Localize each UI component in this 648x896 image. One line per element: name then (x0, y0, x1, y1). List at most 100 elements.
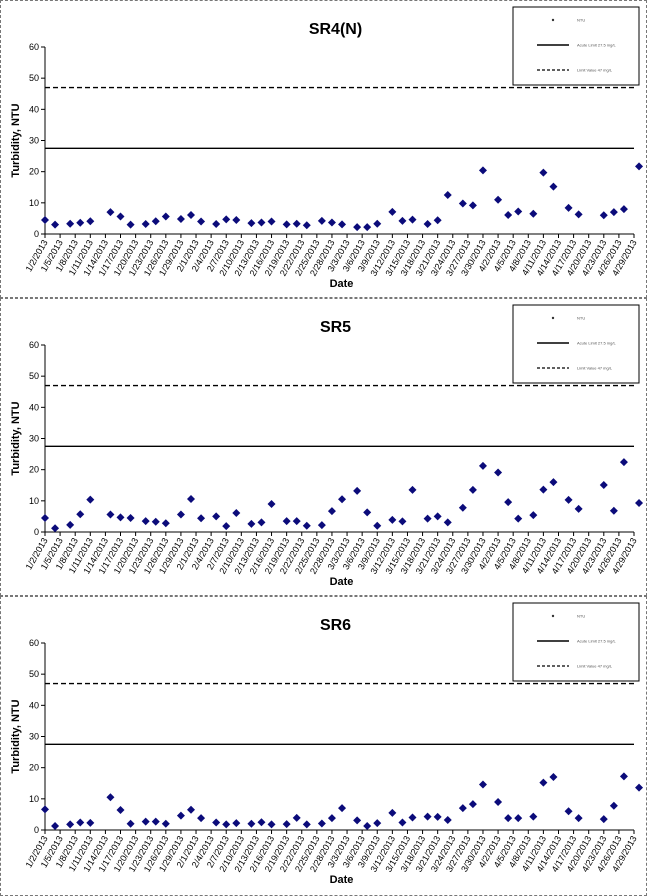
data-point (549, 773, 558, 782)
data-point (504, 814, 513, 823)
data-point (458, 503, 467, 512)
data-point (408, 813, 417, 822)
data-point (186, 494, 195, 503)
data-point (232, 508, 241, 517)
chart-panel-sr6: SR6 0 10 20 30 40 50 60 Turbidity, NTU 1/2/2013 1/… (0, 596, 647, 896)
data-point (443, 518, 452, 527)
data-point (423, 220, 432, 229)
data-point (257, 518, 266, 527)
data-point (494, 468, 503, 477)
y-tick-label: 30 (29, 732, 39, 742)
data-point (609, 801, 618, 810)
legend-label: NTU (577, 18, 585, 23)
data-point (161, 819, 170, 828)
data-point (635, 162, 644, 171)
data-point (51, 821, 60, 830)
data-point (373, 219, 382, 228)
data-point (317, 521, 326, 530)
data-point (494, 195, 503, 204)
data-point (212, 818, 221, 827)
data-point (41, 513, 49, 522)
data-point (398, 818, 407, 827)
data-point (529, 209, 538, 218)
legend-box (512, 602, 640, 682)
data-point (549, 478, 558, 487)
data-point (222, 522, 231, 531)
data-point (106, 510, 115, 519)
data-point (353, 223, 362, 232)
data-point (126, 513, 135, 522)
data-point (247, 219, 256, 228)
y-tick-label: 20 (29, 167, 39, 177)
legend-label: Acute Limit 27.5 mg/L (577, 43, 616, 48)
data-point (478, 166, 487, 175)
y-tick-label: 10 (29, 794, 39, 804)
data-point (41, 805, 49, 814)
data-point (86, 217, 95, 226)
data-point (539, 485, 548, 494)
data-point (186, 210, 195, 219)
data-point (282, 517, 291, 526)
data-point (161, 519, 170, 528)
data-point (317, 819, 326, 828)
data-point (619, 772, 628, 781)
legend: NTU Acute Limit 27.5 mg/L Limit Value 47 m… (512, 6, 640, 86)
data-point (363, 508, 372, 517)
data-point (338, 220, 347, 229)
y-tick-label: 10 (29, 496, 39, 506)
data-point (388, 207, 397, 216)
data-point (212, 220, 221, 229)
data-point (564, 495, 573, 504)
y-axis-label: Turbidity, NTU (10, 103, 22, 177)
data-point (363, 821, 372, 830)
data-point (478, 461, 487, 470)
data-point (504, 498, 513, 507)
data-point (176, 215, 185, 224)
data-point (398, 216, 407, 225)
data-point (529, 511, 538, 520)
y-tick-label: 50 (29, 371, 39, 381)
data-point (599, 480, 608, 489)
y-tick-label: 30 (29, 136, 39, 146)
legend-label: Limit Value 47 mg/L (577, 664, 613, 669)
y-axis-label: Turbidity, NTU (10, 401, 22, 475)
data-point (66, 820, 75, 829)
data-point (433, 812, 442, 821)
data-point (458, 199, 467, 208)
legend-marker (551, 18, 555, 22)
data-point (267, 499, 276, 508)
data-point (197, 514, 206, 523)
y-tick-label: 60 (29, 42, 39, 52)
data-point (302, 820, 311, 829)
legend: NTU Acute Limit 27.5 mg/L Limit Value 47 m… (512, 602, 640, 682)
data-point (443, 191, 452, 200)
chart-title: SR5 (320, 319, 351, 336)
y-tick-label: 0 (34, 825, 39, 835)
data-point (86, 818, 95, 827)
data-point (353, 486, 362, 495)
legend-label: Acute Limit 27.5 mg/L (577, 341, 616, 346)
data-point (176, 811, 185, 820)
y-axis-label: Turbidity, NTU (10, 699, 22, 773)
data-point (232, 215, 241, 224)
legend-label: NTU (577, 316, 585, 321)
data-point (257, 818, 266, 827)
data-point (635, 499, 644, 508)
data-point (292, 517, 301, 526)
data-point (619, 458, 628, 467)
data-point (116, 806, 125, 815)
data-point (76, 218, 85, 227)
data-point (197, 217, 206, 226)
data-point (161, 212, 170, 221)
legend-box (512, 6, 640, 86)
y-tick-label: 50 (29, 73, 39, 83)
data-point (408, 485, 417, 494)
data-point (151, 817, 160, 826)
data-point (106, 208, 115, 217)
chart-title: SR6 (320, 617, 351, 634)
x-axis-label: Date (330, 576, 354, 588)
y-tick-label: 20 (29, 465, 39, 475)
data-point (353, 816, 362, 825)
